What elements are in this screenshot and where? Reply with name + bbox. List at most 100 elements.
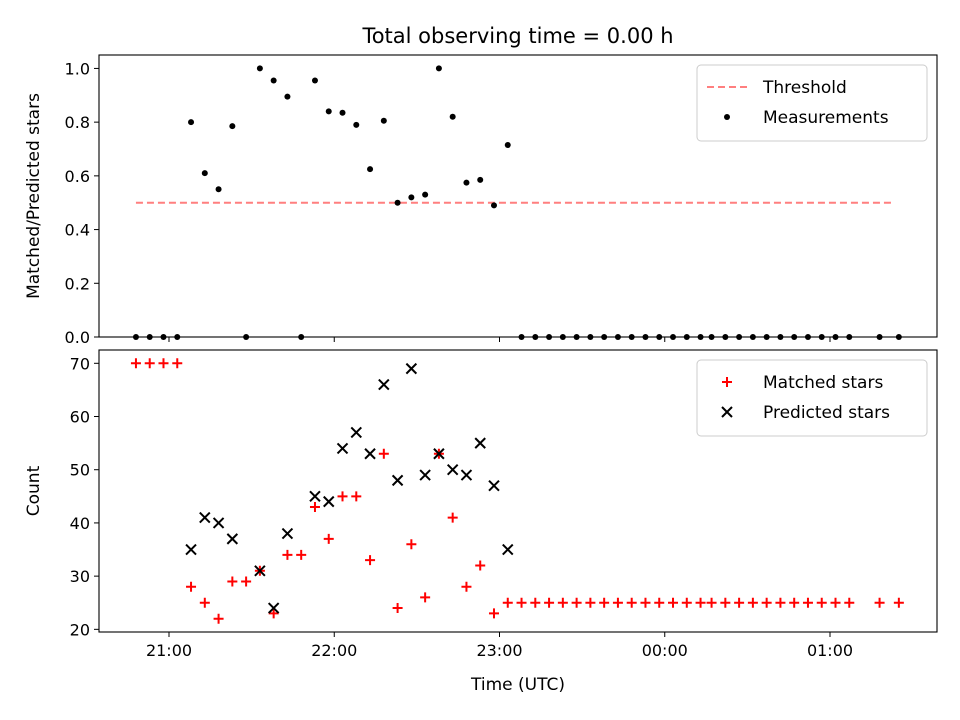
measurement-point [229, 123, 236, 130]
matched-stars-point [585, 597, 596, 608]
measurement-point [708, 334, 715, 340]
measurement-point [380, 117, 387, 124]
predicted-stars-point [419, 469, 431, 481]
measurement-point [763, 334, 770, 340]
x-axis-label: Time (UTC) [470, 675, 565, 695]
predicted-stars-point [199, 511, 211, 524]
measurement-point [353, 121, 360, 128]
measurement-point [367, 166, 374, 173]
measurement-point [573, 334, 580, 340]
matched-stars-point [761, 597, 772, 608]
predicted-stars-point [364, 448, 376, 460]
matched-stars-point [323, 533, 334, 544]
measurement-point [546, 334, 553, 340]
predicted-stars-point [474, 437, 486, 449]
matched-stars-point [461, 581, 472, 592]
x-tick-label: 01:00 [807, 641, 853, 660]
matched-stars-point [213, 613, 224, 624]
measurement-point [518, 334, 525, 340]
measurement-point [601, 334, 608, 340]
x-tick-label: 23:00 [476, 641, 522, 660]
matched-stars-point [447, 512, 458, 523]
predicted-stars-point [433, 448, 445, 460]
matched-stars-point [516, 597, 527, 608]
matched-stars-point [816, 597, 827, 608]
matched-stars-point [802, 597, 813, 608]
matched-stars-point [640, 597, 651, 608]
measurement-point [642, 334, 649, 340]
matched-stars-point [893, 597, 904, 608]
measurement-point [846, 334, 853, 340]
matched-stars-point [557, 597, 568, 608]
y-tick-label: 50 [70, 461, 90, 480]
measurement-point [777, 334, 784, 340]
y-tick-label: 20 [70, 620, 90, 639]
measurement-point [791, 334, 798, 340]
matched-stars-point [599, 597, 610, 608]
matched-stars-point [706, 597, 717, 608]
measurement-point [394, 199, 401, 206]
matched-stars-point [365, 555, 376, 566]
measurement-point [804, 334, 811, 340]
predicted-stars-point [281, 527, 294, 540]
predicted-stars-point [323, 495, 335, 508]
y-tick-label: 30 [70, 567, 90, 586]
bottom-panel-count-plot: 21:00 22:00 23:00 00:00 01:00 20 30 40 50 60 70 Cou… [24, 349, 938, 660]
measurement-point [722, 334, 729, 340]
measurement-point [818, 334, 825, 340]
top-panel-ratio-plot: 0.0 0.2 0.4 0.6 0.8 1.0 Matched/Predicted star… [24, 54, 938, 347]
measurement-point [435, 65, 442, 72]
predicted-stars-point [488, 479, 500, 492]
chart-title: Total observing time = 0.00 h [361, 24, 673, 48]
measurement-point [614, 334, 621, 340]
measurement-point [832, 334, 839, 340]
matched-stars-point [488, 608, 499, 619]
measurement-point [339, 109, 346, 116]
legend-predicted-stars-swatch [721, 406, 733, 418]
legend-entry-label: Measurements [763, 108, 889, 128]
measurement-point [132, 334, 139, 340]
legend-matched-stars-swatch [722, 377, 732, 387]
matched-stars-point [775, 597, 786, 608]
y-tick-label: 0.6 [65, 167, 90, 186]
measurement-point [895, 334, 902, 340]
measurement-point [670, 334, 677, 340]
predicted-stars-point [460, 469, 473, 481]
measurement-point [174, 334, 181, 340]
legend-entry-label: Predicted stars [763, 403, 890, 423]
measurement-point [188, 119, 195, 126]
matched-stars-point [502, 597, 513, 608]
y-tick-label: 0.4 [65, 221, 90, 240]
matched-stars-point [130, 358, 141, 369]
predicted-stars-point [378, 378, 390, 391]
predicted-stars-point [226, 533, 239, 545]
measurement-point [559, 334, 566, 340]
matched-stars-point [626, 597, 637, 608]
predicted-stars-point [309, 490, 321, 503]
matched-stars-point [351, 491, 362, 502]
matched-stars-point [571, 597, 582, 608]
matched-stars-point [789, 597, 800, 608]
predicted-stars-point [391, 474, 404, 487]
y-axis-label: Matched/Predicted stars [24, 93, 44, 299]
y-tick-label: 1.0 [65, 59, 90, 78]
measurement-point [160, 334, 167, 340]
matched-stars-point [406, 539, 417, 550]
measurement-point [215, 186, 222, 193]
measurement-point [408, 194, 415, 201]
matched-stars-point [695, 597, 706, 608]
matched-stars-point [668, 597, 679, 608]
y-tick-label: 0.8 [65, 113, 90, 132]
matched-stars-point [378, 448, 389, 459]
measurement-point [876, 334, 883, 340]
matched-stars-point [681, 597, 692, 608]
matched-stars-point [296, 549, 307, 560]
matched-stars-point [475, 560, 486, 571]
y-axis-label: Count [24, 465, 44, 516]
predicted-stars-point [185, 543, 197, 556]
predicted-stars-point [336, 442, 349, 455]
matched-stars-point [844, 597, 855, 608]
y-tick-label: 0.0 [65, 328, 90, 347]
measurement-point [628, 334, 635, 340]
